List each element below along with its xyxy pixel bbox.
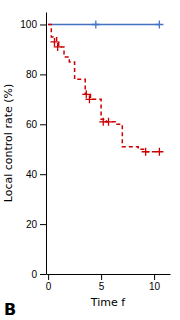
x-axis-title: Time f (90, 296, 126, 309)
y-tick: 40 (26, 169, 46, 180)
y-tick-mark (40, 224, 46, 225)
x-tick: 10 (149, 274, 161, 292)
x-tick-mark (48, 274, 49, 280)
line (48, 24, 159, 151)
y-tick-mark (40, 74, 46, 75)
y-tick-label: 20 (26, 219, 38, 230)
x-axis: 0 5 10 (46, 274, 171, 292)
y-axis: 0 20 40 60 80 100 (20, 13, 46, 280)
x-tick-label: 10 (149, 281, 161, 292)
y-tick-label: 60 (26, 119, 38, 130)
y-tick-label: 100 (20, 19, 37, 30)
censor-mark (142, 148, 150, 156)
y-tick: 100 (20, 19, 46, 30)
panel-label: B (4, 300, 16, 319)
plot-area (48, 20, 163, 155)
x-tick-label: 5 (99, 281, 105, 292)
censor-mark (85, 95, 93, 103)
y-tick: 20 (26, 219, 46, 230)
censor-mark (54, 43, 62, 51)
y-tick-mark (40, 274, 46, 275)
x-tick-label: 0 (46, 281, 52, 292)
y-tick-label: 40 (26, 169, 38, 180)
x-tick-mark (101, 274, 102, 280)
y-tick-label: 80 (26, 69, 38, 80)
censor-mark (92, 20, 100, 28)
y-tick-mark (40, 24, 46, 25)
x-tick: 5 (99, 274, 105, 292)
censor-mark (155, 148, 163, 156)
y-tick: 60 (26, 119, 46, 130)
censor-mark (155, 20, 163, 28)
y-tick-label: 0 (31, 269, 37, 280)
y-tick-mark (40, 174, 46, 175)
y-tick-mark (40, 124, 46, 125)
y-axis-line (46, 13, 47, 275)
y-tick: 80 (26, 69, 46, 80)
line (48, 24, 159, 26)
x-tick-mark (154, 274, 155, 280)
censor-mark (105, 118, 113, 126)
y-axis-title: Local control rate (%) (2, 84, 15, 203)
chart: 0510020406080100Time fLocal control rate… (0, 0, 180, 320)
y-tick: 0 (31, 269, 46, 280)
x-tick: 0 (46, 274, 52, 292)
x-axis-line (47, 274, 171, 275)
